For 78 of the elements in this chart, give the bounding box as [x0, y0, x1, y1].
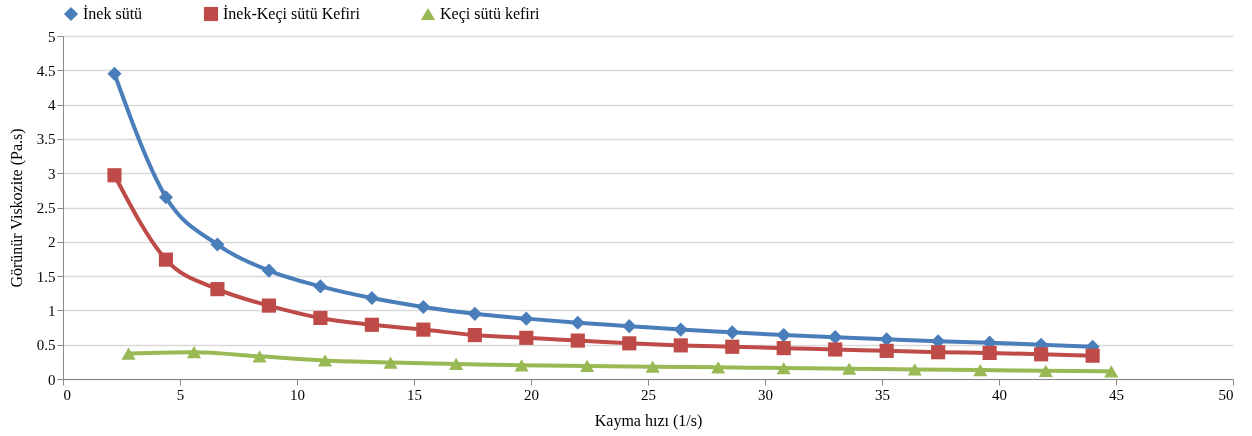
point — [1085, 348, 1100, 363]
point — [645, 360, 660, 373]
legend-label: İnek sütü — [83, 5, 143, 22]
point — [186, 346, 202, 359]
point — [622, 319, 637, 334]
point — [383, 356, 398, 369]
point — [467, 328, 482, 343]
y-tick-label: 1.5 — [36, 268, 56, 285]
x-tick-label: 25 — [641, 386, 656, 403]
y-tick-label: 4.5 — [36, 62, 56, 79]
point — [158, 190, 174, 205]
point — [776, 328, 791, 343]
point — [580, 359, 595, 373]
point — [364, 290, 379, 306]
point — [725, 325, 740, 340]
point — [158, 252, 174, 267]
point — [776, 361, 791, 375]
y-tick-label: 5 — [48, 28, 56, 45]
x-tick-label: 10 — [290, 386, 305, 403]
point — [261, 263, 276, 278]
x-tick-label: 50 — [1218, 386, 1234, 403]
y-axis-title: Görünür Viskozite (Pa.s) — [7, 128, 26, 288]
point — [1038, 364, 1053, 377]
point — [519, 330, 534, 345]
legend-label: İnek-Keçi sütü Kefiri — [223, 5, 361, 23]
point — [261, 298, 276, 313]
legend-label: Keçi sütü kefiri — [440, 5, 541, 23]
point — [514, 359, 529, 372]
x-tick-label: 5 — [176, 386, 185, 403]
point — [467, 306, 482, 321]
y-tick-label: 2.5 — [36, 200, 56, 216]
point — [1034, 347, 1049, 362]
point — [982, 345, 997, 360]
x-tick-label: 15 — [407, 386, 422, 403]
point — [121, 347, 136, 360]
point — [931, 345, 946, 360]
point — [842, 362, 857, 375]
y-tick-label: 0 — [48, 371, 56, 388]
point — [711, 361, 726, 374]
point — [725, 339, 740, 354]
point — [828, 342, 843, 357]
y-tick-label: 0.5 — [36, 337, 56, 354]
point — [449, 357, 464, 371]
point — [879, 343, 894, 358]
point — [622, 336, 637, 351]
point — [416, 299, 431, 315]
point — [313, 279, 328, 294]
x-tick-label: 40 — [992, 386, 1007, 403]
point — [210, 282, 225, 297]
x-tick-label: 45 — [1109, 386, 1124, 403]
point — [519, 311, 534, 326]
point — [364, 317, 379, 332]
y-tick-label: 2 — [48, 234, 56, 251]
y-tick-label: 3 — [48, 165, 56, 182]
point — [776, 341, 791, 356]
y-tick-label: 1 — [48, 302, 56, 319]
point — [907, 363, 922, 376]
x-tick-label: 30 — [758, 386, 773, 403]
point — [973, 363, 988, 377]
point — [570, 333, 585, 348]
x-tick-label: 0 — [63, 386, 71, 403]
point — [828, 330, 843, 345]
point — [252, 350, 267, 363]
point — [673, 338, 688, 353]
point — [210, 237, 225, 252]
y-tick-label: 4 — [48, 97, 56, 114]
y-tick-label: 3.5 — [36, 131, 56, 148]
x-tick-label: 35 — [875, 386, 890, 403]
point — [313, 310, 328, 326]
point — [416, 322, 431, 337]
point — [1104, 365, 1119, 378]
x-tick-label: 20 — [524, 386, 539, 403]
x-axis-title: Kayma hızı (1/s) — [594, 411, 703, 430]
point — [570, 315, 585, 330]
point — [107, 168, 122, 183]
point — [673, 322, 688, 337]
point — [318, 354, 333, 367]
point — [107, 66, 122, 81]
